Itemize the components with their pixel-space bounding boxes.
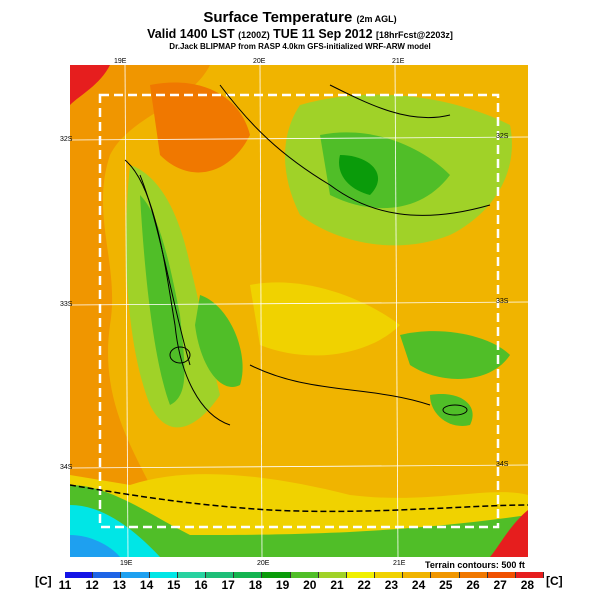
dark-green-ne bbox=[339, 155, 379, 195]
scale-tick: 20 bbox=[303, 578, 317, 592]
valid-text: Valid 1400 LST bbox=[147, 27, 235, 41]
title-text: Surface Temperature bbox=[203, 9, 353, 26]
valid-time: Valid 1400 LST (1200Z) TUE 11 Sep 2012 [… bbox=[0, 27, 600, 41]
color-bin bbox=[93, 572, 122, 578]
scale-tick: 26 bbox=[466, 578, 480, 592]
domain-boundary bbox=[98, 93, 500, 529]
lat-right-32s: 32S bbox=[496, 133, 509, 140]
scale-tick: 19 bbox=[275, 578, 290, 592]
lat-right-34s: 34S bbox=[496, 461, 509, 468]
forecast-info: [18hrFcst@2203z] bbox=[376, 30, 453, 40]
graticule bbox=[70, 65, 528, 557]
unit-right: [C] bbox=[546, 574, 563, 588]
color-bin bbox=[177, 572, 206, 578]
orange-region-west bbox=[70, 65, 210, 485]
hot-region-north bbox=[150, 82, 250, 173]
lon-bottom-20e: 20E bbox=[257, 560, 270, 567]
scale-tick: 23 bbox=[384, 578, 399, 592]
color-bin bbox=[318, 572, 347, 578]
title-suffix: (2m AGL) bbox=[356, 14, 397, 24]
scale-tick: 24 bbox=[411, 578, 426, 592]
coast-green bbox=[70, 485, 528, 557]
color-bin bbox=[375, 572, 404, 578]
lon-top-20e: 20E bbox=[253, 58, 266, 65]
color-bin bbox=[121, 572, 150, 578]
ocean-blue bbox=[70, 535, 120, 557]
unit-left: [C] bbox=[35, 574, 52, 588]
mountain-core bbox=[140, 195, 185, 405]
hot-region-nw bbox=[70, 65, 110, 105]
map-title: Surface Temperature (2m AGL) bbox=[0, 9, 600, 26]
terrain-note: Terrain contours: 500 ft bbox=[425, 560, 525, 570]
scale-tick: 22 bbox=[357, 578, 371, 592]
lat-left-33s: 33S bbox=[60, 301, 73, 308]
color-scale bbox=[65, 572, 545, 578]
valid-date: TUE 11 Sep 2012 bbox=[273, 27, 373, 41]
subtitle: Dr.Jack BLIPMAP from RASP 4.0km GFS-init… bbox=[169, 42, 431, 51]
scale-tick: 14 bbox=[139, 578, 154, 592]
green-core-ne bbox=[320, 132, 450, 209]
color-bin bbox=[290, 572, 319, 578]
color-bin bbox=[487, 572, 516, 578]
lon-top-19e: 19E bbox=[114, 58, 127, 65]
green-patch-east bbox=[400, 331, 510, 379]
color-bin bbox=[516, 572, 545, 578]
lon-bottom-19e: 19E bbox=[120, 560, 133, 567]
scale-tick: 17 bbox=[221, 578, 235, 592]
scale-tick: 13 bbox=[112, 578, 127, 592]
color-bin bbox=[431, 572, 460, 578]
lat-left-34s: 34S bbox=[60, 464, 73, 471]
scale-tick: 21 bbox=[330, 578, 344, 592]
scale-tick: 28 bbox=[520, 578, 535, 592]
valid-zulu: (1200Z) bbox=[238, 30, 270, 40]
lon-top-21e: 21E bbox=[392, 58, 405, 65]
color-bin bbox=[346, 572, 376, 578]
color-bin bbox=[262, 572, 291, 578]
color-bin bbox=[234, 572, 263, 578]
color-bin bbox=[149, 572, 178, 578]
scale-tick: 15 bbox=[167, 578, 181, 592]
scale-tick: 16 bbox=[194, 578, 208, 592]
green-patch-se bbox=[430, 394, 473, 426]
lon-bottom-21e: 21E bbox=[393, 560, 406, 567]
scale-tick: 12 bbox=[85, 578, 99, 592]
hot-region-se bbox=[490, 510, 528, 557]
scale-tick: 27 bbox=[493, 578, 507, 592]
scale-tick: 25 bbox=[439, 578, 453, 592]
color-bin bbox=[65, 572, 94, 578]
color-bin bbox=[205, 572, 235, 578]
scale-tick: 18 bbox=[248, 578, 263, 592]
lat-right-33s: 33S bbox=[496, 298, 509, 305]
scale-tick: 11 bbox=[58, 578, 72, 592]
color-bin bbox=[403, 572, 432, 578]
temperature-map bbox=[70, 65, 528, 557]
lat-left-32s: 32S bbox=[60, 136, 73, 143]
green-patch-central bbox=[195, 295, 243, 387]
terrain-contours bbox=[70, 84, 528, 513]
color-bin bbox=[459, 572, 488, 578]
yellow-region-central bbox=[250, 282, 400, 356]
